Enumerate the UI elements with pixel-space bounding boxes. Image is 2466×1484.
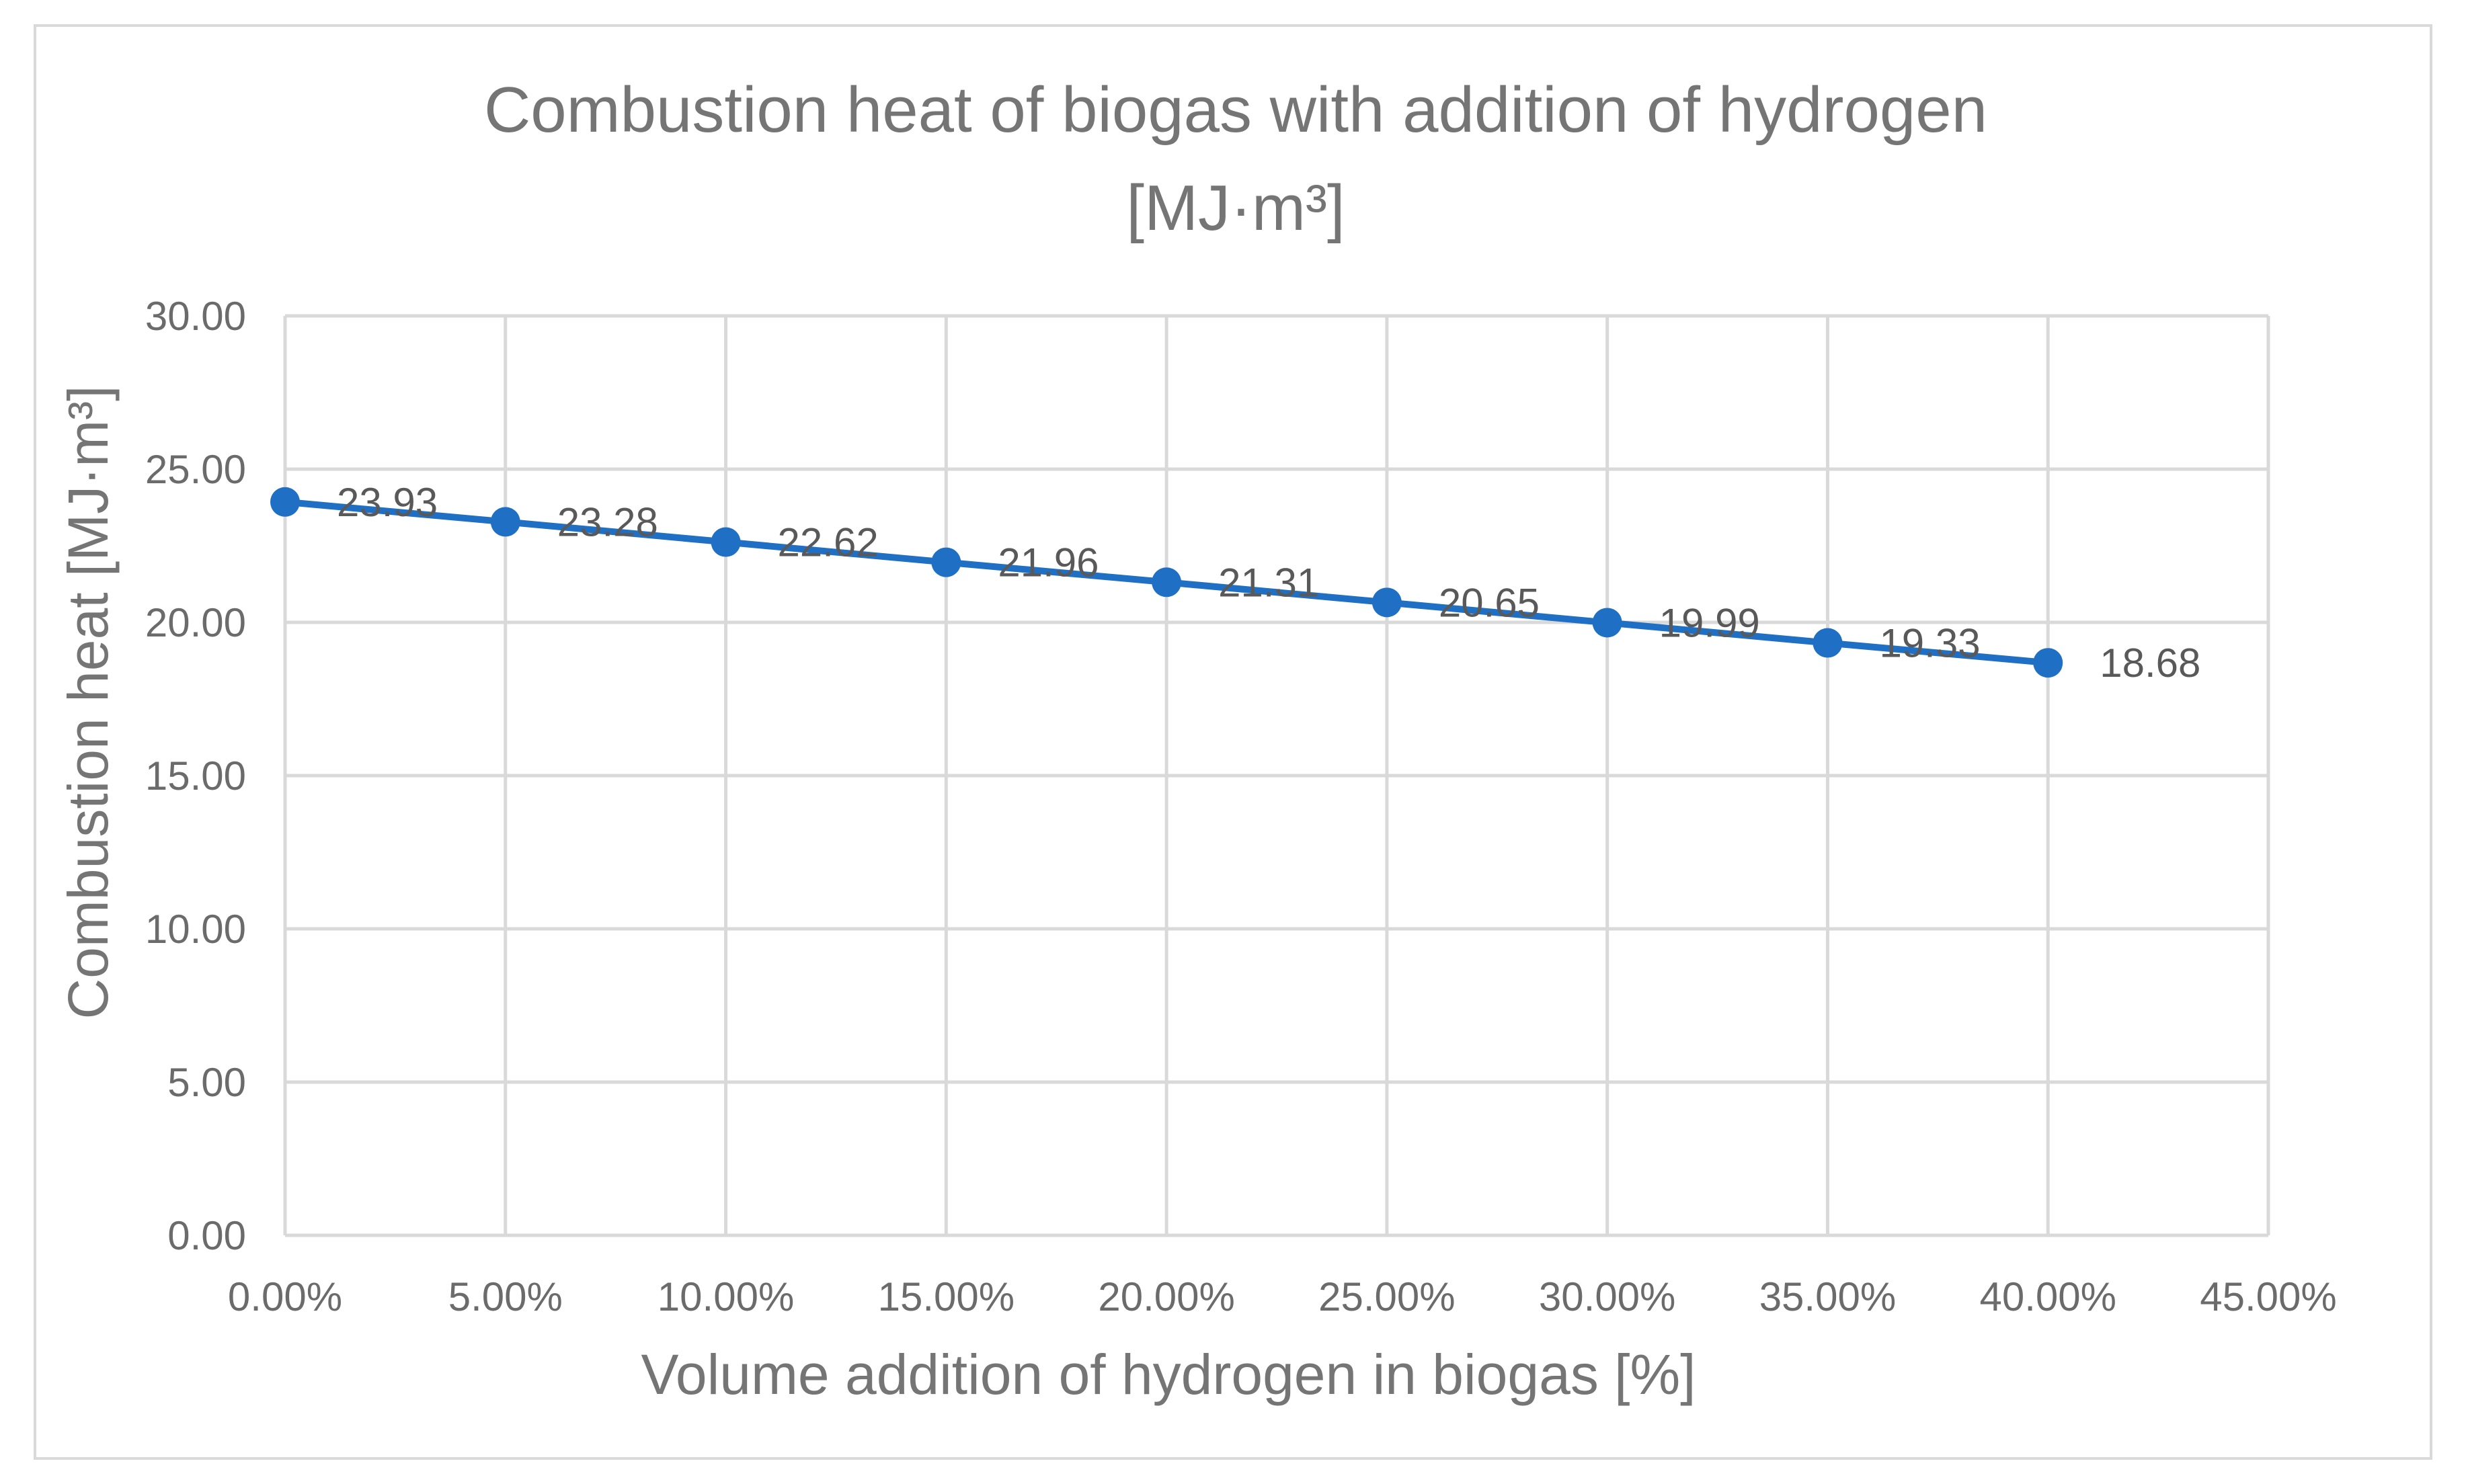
x-tick-label: 35.00%: [1759, 1274, 1897, 1319]
x-axis-title: Volume addition of hydrogen in biogas [%…: [641, 1343, 1696, 1406]
chart-svg: Combustion heat of biogas with addition …: [56, 74, 2337, 1406]
y-axis-title: Combustion heat [MJ·m³]: [56, 386, 120, 1020]
x-tick-label: 30.00%: [1539, 1274, 1676, 1319]
y-tick-label: 0.00: [167, 1213, 246, 1258]
tick-labels: 0.00 5.00 10.00 15.00 20.00 25.00 30.00 0.00% 5.…: [145, 294, 2337, 1319]
x-tick-label: 10.00%: [658, 1274, 795, 1319]
y-tick-label: 25.00: [145, 447, 246, 492]
x-tick-label: 40.00%: [1979, 1274, 2116, 1319]
chart-title-units: [MJ·m³]: [1126, 172, 1345, 244]
x-tick-label: 0.00%: [228, 1274, 342, 1319]
data-point: [2033, 648, 2063, 678]
series-layer: [270, 487, 2063, 678]
chart-frame: Combustion heat of biogas with addition …: [34, 24, 2432, 1460]
data-labels: 23.93 23.28 22.62 21.96 21.31 20.65 19.99 19.33…: [337, 480, 2200, 686]
data-label: 19.33: [1879, 621, 1980, 666]
x-tick-label: 20.00%: [1098, 1274, 1235, 1319]
data-point: [490, 507, 520, 537]
data-point: [711, 527, 741, 557]
data-label: 18.68: [2100, 641, 2200, 686]
x-tick-label: 15.00%: [878, 1274, 1015, 1319]
data-point: [1152, 567, 1182, 597]
data-label: 21.31: [1218, 560, 1319, 605]
data-point: [1371, 587, 1402, 618]
data-label: 21.96: [998, 540, 1099, 585]
data-label: 22.62: [778, 520, 879, 565]
data-point: [931, 547, 961, 577]
data-point: [1592, 608, 1622, 638]
y-tick-label: 30.00: [145, 294, 246, 339]
gridlines: [283, 314, 2270, 1237]
y-tick-label: 10.00: [145, 907, 246, 952]
x-tick-label: 25.00%: [1318, 1274, 1456, 1319]
y-tick-label: 5.00: [167, 1060, 246, 1105]
data-label: 23.28: [557, 499, 658, 544]
data-label: 19.99: [1659, 600, 1760, 645]
chart-title: Combustion heat of biogas with addition …: [484, 74, 1987, 146]
data-label: 20.65: [1439, 580, 1540, 625]
y-tick-label: 20.00: [145, 600, 246, 645]
y-tick-label: 15.00: [145, 753, 246, 798]
data-point: [1813, 628, 1843, 658]
data-label: 23.93: [337, 480, 438, 525]
x-tick-label: 45.00%: [2200, 1274, 2337, 1319]
x-tick-label: 5.00%: [448, 1274, 563, 1319]
data-point: [270, 487, 300, 517]
